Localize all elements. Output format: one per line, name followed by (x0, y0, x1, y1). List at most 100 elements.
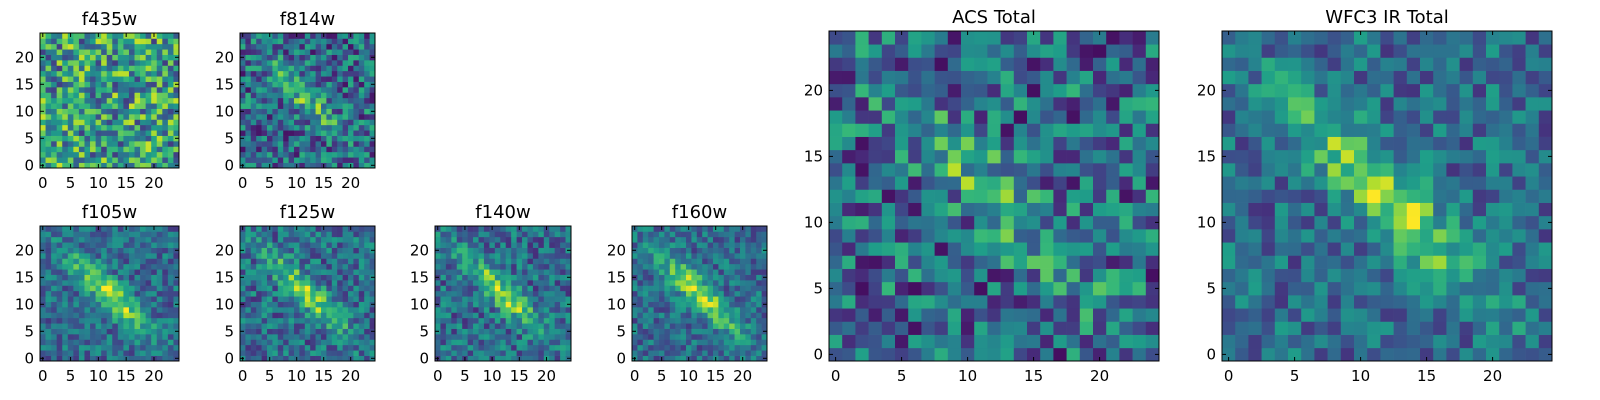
heatmap-cell (560, 296, 566, 302)
heatmap-cell (1486, 321, 1500, 335)
heatmap-cell (881, 149, 896, 164)
heatmap-cell (934, 255, 949, 269)
heatmap-cell (974, 97, 988, 111)
heatmap-cell (1000, 44, 1015, 58)
heatmap-cell (326, 253, 333, 259)
heatmap-cell (112, 162, 119, 169)
heatmap-cell (101, 76, 108, 82)
heatmap-cell (106, 162, 113, 169)
heatmap-cell (342, 231, 349, 238)
heatmap-cell (702, 312, 708, 319)
heatmap-cell (451, 344, 458, 351)
heatmap-cell (543, 307, 550, 313)
heatmap-cell (516, 280, 523, 286)
heatmap-cell (140, 146, 146, 153)
heatmap-cell (162, 54, 169, 61)
heatmap-cell (1301, 189, 1315, 203)
heatmap-cell (445, 344, 452, 351)
heatmap-cell (664, 247, 671, 254)
heatmap-cell (842, 57, 856, 71)
heatmap-cell (1000, 229, 1015, 243)
heatmap-cell (1538, 281, 1553, 296)
heatmap-cell (315, 162, 322, 169)
heatmap-cell (881, 295, 896, 309)
heatmap-cell (62, 157, 69, 163)
heatmap-cell (1288, 255, 1302, 269)
heatmap-cell (256, 231, 262, 238)
heatmap-cell (669, 328, 676, 335)
heatmap-cell (1380, 242, 1394, 256)
heatmap-cell (167, 274, 174, 281)
heatmap-cell (483, 312, 490, 319)
heatmap-cell (921, 229, 935, 243)
heatmap-cell (961, 347, 975, 362)
heatmap-cell (1119, 189, 1133, 203)
heatmap-cell (304, 344, 311, 351)
heatmap-cell (1354, 255, 1368, 269)
heatmap-cell (299, 76, 306, 82)
heatmap-cell (162, 269, 169, 275)
heatmap-cell (702, 296, 708, 302)
heatmap-cell (326, 157, 333, 163)
heatmap-cell (1027, 176, 1041, 190)
heatmap-cell (1066, 44, 1081, 58)
heatmap-cell (117, 146, 124, 153)
heatmap-cell (554, 307, 561, 313)
heatmap-cell (299, 54, 306, 61)
heatmap-cell (51, 108, 58, 115)
heatmap-cell (921, 347, 935, 362)
x-tick-label: 5 (66, 174, 76, 192)
heatmap-cell (272, 242, 279, 248)
heatmap-cell (707, 258, 714, 265)
heatmap-cell (256, 307, 262, 313)
heatmap-cell (1354, 295, 1368, 309)
heatmap-cell (987, 321, 1001, 335)
heatmap-cell (353, 242, 360, 248)
heatmap-cell (117, 119, 124, 126)
heatmap-cell (51, 323, 58, 329)
heatmap-cell (156, 328, 163, 335)
heatmap-cell (358, 141, 365, 147)
heatmap-cell (342, 355, 349, 362)
heatmap-cell (369, 151, 376, 158)
heatmap-cell (947, 242, 962, 256)
heatmap-cell (51, 263, 58, 270)
heatmap-cell (538, 334, 545, 340)
heatmap-cell (112, 92, 119, 99)
heatmap-cell (173, 231, 180, 238)
heatmap-cell (1066, 83, 1081, 98)
heatmap-cell (78, 296, 85, 302)
heatmap-cell (1013, 123, 1028, 137)
heatmap-cell (745, 312, 752, 319)
heatmap-cell (1248, 308, 1262, 322)
heatmap-cell (522, 247, 528, 254)
heatmap-cell (1459, 202, 1474, 217)
heatmap-cell (1512, 189, 1526, 203)
heatmap-cell (718, 323, 725, 329)
heatmap-cell (895, 347, 909, 362)
heatmap-cell (106, 119, 113, 126)
heatmap-cell (106, 339, 113, 346)
heatmap-cell (1274, 321, 1289, 335)
heatmap-cell (245, 355, 252, 362)
heatmap-cell (267, 334, 273, 340)
heatmap-cell (369, 141, 376, 147)
heatmap-cell (315, 54, 322, 61)
heatmap-cell (326, 317, 333, 324)
heatmap-cell (696, 258, 703, 265)
heatmap-cell (310, 43, 316, 50)
heatmap-cell (478, 317, 485, 324)
heatmap-cell (1538, 347, 1553, 362)
heatmap-cell (974, 123, 988, 137)
heatmap-cell (128, 280, 135, 286)
heatmap-cell (740, 269, 746, 275)
heatmap-cell (245, 124, 252, 131)
heatmap-cell (90, 119, 96, 126)
heatmap-cell (435, 339, 441, 346)
heatmap-cell (134, 76, 141, 82)
heatmap-cell (134, 49, 141, 55)
heatmap-cell (240, 38, 246, 45)
heatmap-cell (516, 269, 523, 275)
heatmap-cell (78, 92, 85, 99)
heatmap-cell (489, 296, 496, 302)
